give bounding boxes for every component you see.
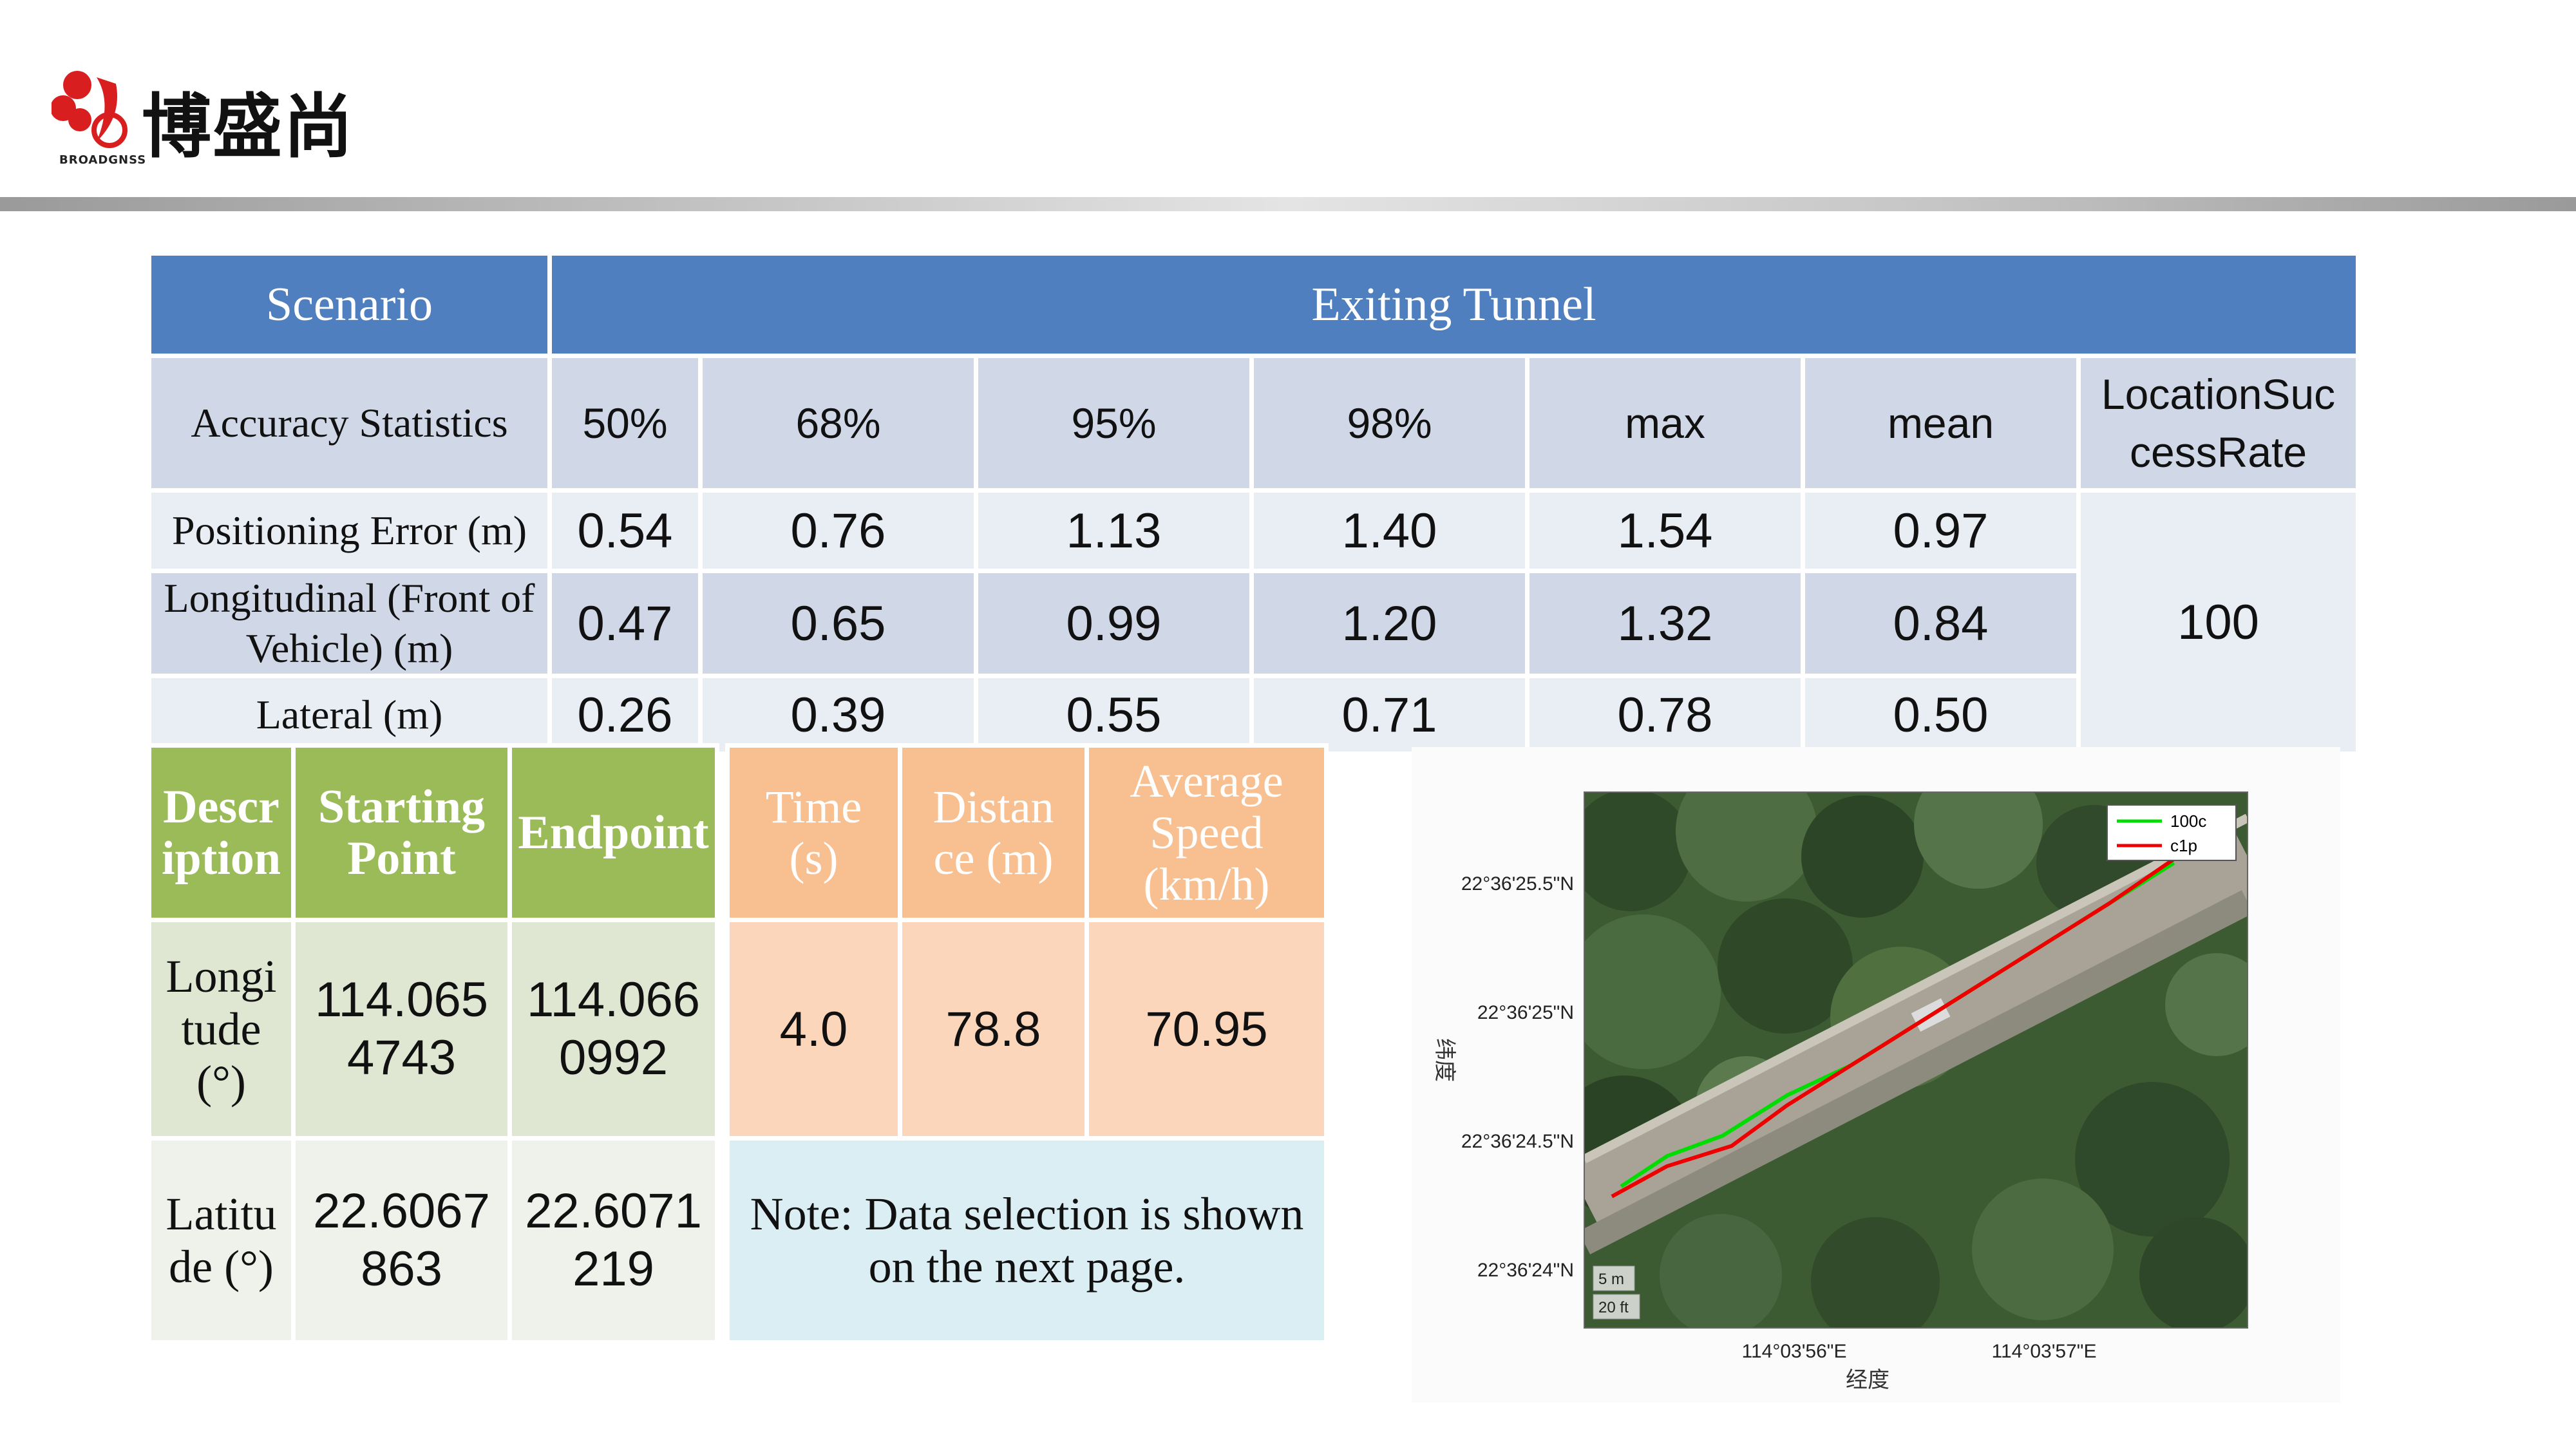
table-cell: 0.78 [1525,674,1805,756]
header-divider [0,197,2576,211]
table-row: 4.0 78.8 70.95 [725,918,1329,1141]
legend-label: 100c [2170,811,2206,831]
column-header: Average Speed (km/h) [1084,743,1329,922]
table-cell: 0.97 [1801,488,2081,573]
table-row: Lateral (m) 0.26 0.39 0.55 0.71 0.78 0.5… [147,674,2358,756]
speed-value: 70.95 [1084,918,1329,1141]
stats-label: Accuracy Statistics [147,354,552,493]
table-cell: 1.40 [1249,488,1530,573]
tick-layer: 22°36'25.5"N 22°36'25"N 22°36'24.5"N 22°36'… [1461,873,2097,1362]
row-label: Latitude (°) [147,1136,296,1345]
latitude-end: 22.6071219 [507,1136,719,1345]
longitude-end: 114.0660992 [507,918,719,1141]
brand-subtitle: BROADGNSS [59,153,147,167]
row-label: Longitudinal (Front of Vehicle) (m) [147,569,552,678]
success-rate-header: LocationSuccessRate [2076,354,2361,493]
distance-value: 78.8 [898,918,1089,1141]
chart-svg: 22°36'25.5"N 22°36'25"N 22°36'24.5"N 22°36'… [1432,791,2248,1392]
x-tick-label: 114°03'56"E [1742,1341,1847,1362]
column-header: Distance (m) [898,743,1089,922]
longitude-start: 114.0654743 [291,918,512,1141]
table-cell: 0.39 [698,674,978,756]
y-tick-label: 22°36'24.5"N [1461,1131,1574,1152]
column-header: Description [147,743,296,922]
brand-name: 博盛尚 [142,87,355,167]
x-axis-label: 经度 [1846,1368,1889,1392]
table-cell: 1.20 [1249,569,1530,678]
table-header-row: Time (s) Distance (m) Average Speed (km/… [725,743,1329,922]
series-line-c1p [1611,851,2184,1198]
column-header: max [1525,354,1805,493]
table-cell: 1.54 [1525,488,1805,573]
scale-label: 20 ft [1598,1299,1629,1316]
table-header-row: Scenario Exiting Tunnel [147,251,2361,358]
column-header: 50% [547,354,703,493]
speed-table: Time (s) Distance (m) Average Speed (km/… [725,743,1329,1345]
y-tick-label: 22°36'24"N [1477,1260,1574,1281]
legend: 100c c1p [2107,804,2237,861]
table-row: Note: Data selection is shown on the nex… [725,1136,1329,1345]
column-header: 95% [974,354,1254,493]
time-value: 4.0 [725,918,902,1141]
success-rate-value: 100 [2076,488,2361,756]
column-header: 98% [1249,354,1530,493]
table-row: Positioning Error (m) 0.54 0.76 1.13 1.4… [147,488,2361,756]
table-row: Latitude (°) 22.6067863 22.6071219 [147,1136,719,1345]
satellite-image [1584,792,2248,1328]
y-tick-label: 22°36'25"N [1477,1002,1574,1023]
table-cell: 0.76 [698,488,978,573]
scenario-label: Scenario [147,251,552,358]
table-cell: 0.50 [1801,674,2081,756]
table-row: Longitude (°) 114.0654743 114.0660992 [147,918,719,1141]
row-label: Lateral (m) [147,674,552,756]
table-cell: 0.65 [698,569,978,678]
row-label: Longitude (°) [147,918,296,1141]
column-header: 68% [698,354,978,493]
accuracy-table: Scenario Exiting Tunnel Accuracy Statist… [147,251,2361,756]
series-layer [1611,851,2184,1198]
broadgnss-logo-icon [52,71,128,148]
column-header: mean [1801,354,2081,493]
y-tick-label: 22°36'25.5"N [1461,873,1574,895]
table-cell: 0.54 [547,488,703,573]
plot-frame [1584,791,2248,1329]
table-cell: 0.71 [1249,674,1530,756]
table-cell: 1.32 [1525,569,1805,678]
table-row: Longitudinal (Front of Vehicle) (m) 0.47… [147,569,2358,678]
x-tick-label: 114°03'57"E [1992,1341,2097,1362]
table-cell: 0.47 [547,569,703,678]
table-cell: 0.99 [974,569,1254,678]
scale-bar: 5 m 20 ft [1593,1265,1640,1320]
stats-header-row: Accuracy Statistics 50% 68% 95% 98% max … [147,354,2361,493]
coordinates-table: Description Starting Point Endpoint Long… [147,743,719,1345]
legend-label: c1p [2170,836,2197,855]
column-header: Starting Point [291,743,512,922]
table-cell: 0.55 [974,674,1254,756]
latitude-start: 22.6067863 [291,1136,512,1345]
row-label: Positioning Error (m) [147,488,552,573]
scenario-value: Exiting Tunnel [547,251,2361,358]
table-cell: 1.13 [974,488,1254,573]
table-cell: 0.84 [1801,569,2081,678]
scale-label: 5 m [1598,1271,1624,1288]
column-header: Time (s) [725,743,902,922]
note-text: Note: Data selection is shown on the nex… [725,1136,1329,1345]
column-header: Endpoint [507,743,719,922]
y-axis-label: 纬度 [1432,1038,1457,1082]
trajectory-chart: 22°36'25.5"N 22°36'25"N 22°36'24.5"N 22°36'… [1412,747,2340,1403]
table-header-row: Description Starting Point Endpoint [147,743,719,922]
table-cell: 0.26 [547,674,703,756]
